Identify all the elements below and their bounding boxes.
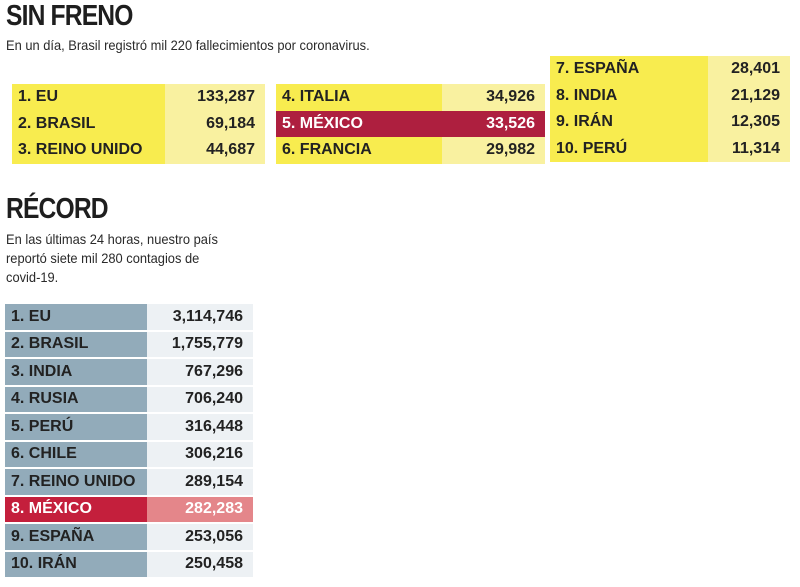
table-row: 2. BRASIL 1,755,779	[5, 331, 253, 359]
country-label: 4. RUSIA	[5, 386, 147, 412]
deaths-table-col-2: 4. ITALIA 34,926 5. MÉXICO 33,526 6. FRANCIA…	[276, 84, 545, 164]
count-value: 253,056	[147, 524, 253, 550]
count-value: 11,314	[708, 135, 790, 162]
country-label: 10. IRÁN	[5, 551, 147, 577]
count-value: 133,287	[165, 84, 265, 111]
count-value: 706,240	[147, 386, 253, 412]
count-value: 29,982	[442, 137, 545, 164]
country-label: 7. REINO UNIDO	[5, 469, 147, 495]
table-row: 10. PERÚ 11,314	[550, 135, 790, 162]
country-label: 3. INDIA	[5, 359, 147, 385]
subtitle-line: covid-19.	[6, 269, 59, 285]
country-label: 1. EU	[5, 304, 147, 330]
country-label: 10. PERÚ	[550, 135, 708, 162]
country-label: 6. CHILE	[5, 441, 147, 467]
count-value: 767,296	[147, 359, 253, 385]
table-row: 1. EU 3,114,746	[5, 304, 253, 332]
table-row: 3. INDIA 767,296	[5, 359, 253, 387]
country-label: 3. REINO UNIDO	[12, 137, 165, 164]
table-row-highlighted: 5. MÉXICO 33,526	[276, 110, 545, 137]
cases-table: 1. EU 3,114,746 2. BRASIL 1,755,779 3. INDIA…	[5, 304, 253, 579]
country-label: 5. MÉXICO	[276, 110, 442, 137]
count-value: 250,458	[147, 551, 253, 577]
count-value: 1,755,779	[147, 331, 253, 357]
table-row: 8. INDIA 21,129	[550, 82, 790, 109]
section-subtitle-record: En las últimas 24 horas, nuestro país re…	[6, 230, 218, 287]
count-value: 316,448	[147, 414, 253, 440]
table-row: 7. REINO UNIDO 289,154	[5, 469, 253, 497]
table-row: 7. ESPAÑA 28,401	[550, 56, 790, 83]
count-value: 33,526	[442, 110, 545, 137]
count-value: 28,401	[708, 56, 790, 83]
table-row: 3. REINO UNIDO 44,687	[12, 137, 265, 164]
section-title-record: RÉCORD	[6, 193, 109, 225]
table-row: 6. FRANCIA 29,982	[276, 137, 545, 164]
country-label: 6. FRANCIA	[276, 137, 442, 164]
count-value: 12,305	[708, 109, 790, 136]
count-value: 69,184	[165, 110, 265, 137]
country-label: 9. IRÁN	[550, 109, 708, 136]
subtitle-line: En las últimas 24 horas, nuestro país	[6, 231, 218, 247]
table-row: 1. EU 133,287	[12, 84, 265, 111]
table-row: 2. BRASIL 69,184	[12, 110, 265, 137]
country-label: 2. BRASIL	[12, 110, 165, 137]
country-label: 8. MÉXICO	[5, 496, 147, 522]
table-row: 6. CHILE 306,216	[5, 441, 253, 469]
country-label: 9. ESPAÑA	[5, 524, 147, 550]
country-label: 7. ESPAÑA	[550, 56, 708, 83]
country-label: 8. INDIA	[550, 82, 708, 109]
section-subtitle-sin-freno: En un día, Brasil registró mil 220 falle…	[6, 37, 370, 53]
count-value: 282,283	[147, 496, 253, 522]
table-row: 10. IRÁN 250,458	[5, 551, 253, 579]
count-value: 289,154	[147, 469, 253, 495]
count-value: 21,129	[708, 82, 790, 109]
count-value: 34,926	[442, 84, 545, 111]
country-label: 5. PERÚ	[5, 414, 147, 440]
country-label: 2. BRASIL	[5, 331, 147, 357]
count-value: 306,216	[147, 441, 253, 467]
table-row: 4. ITALIA 34,926	[276, 84, 545, 111]
deaths-table-col-1: 1. EU 133,287 2. BRASIL 69,184 3. REINO UNID…	[12, 84, 265, 164]
table-row: 9. IRÁN 12,305	[550, 109, 790, 136]
section-title-sin-freno: SIN FRENO	[6, 0, 133, 32]
table-row: 5. PERÚ 316,448	[5, 414, 253, 442]
subtitle-line: reportó siete mil 280 contagios de	[6, 250, 200, 266]
table-row: 9. ESPAÑA 253,056	[5, 524, 253, 552]
deaths-table-col-3: 7. ESPAÑA 28,401 8. INDIA 21,129 9. IRÁN 12,3…	[550, 56, 790, 162]
country-label: 4. ITALIA	[276, 84, 442, 111]
count-value: 3,114,746	[147, 304, 253, 330]
count-value: 44,687	[165, 137, 265, 164]
country-label: 1. EU	[12, 84, 165, 111]
table-row: 4. RUSIA 706,240	[5, 386, 253, 414]
table-row-highlighted: 8. MÉXICO 282,283	[5, 496, 253, 524]
